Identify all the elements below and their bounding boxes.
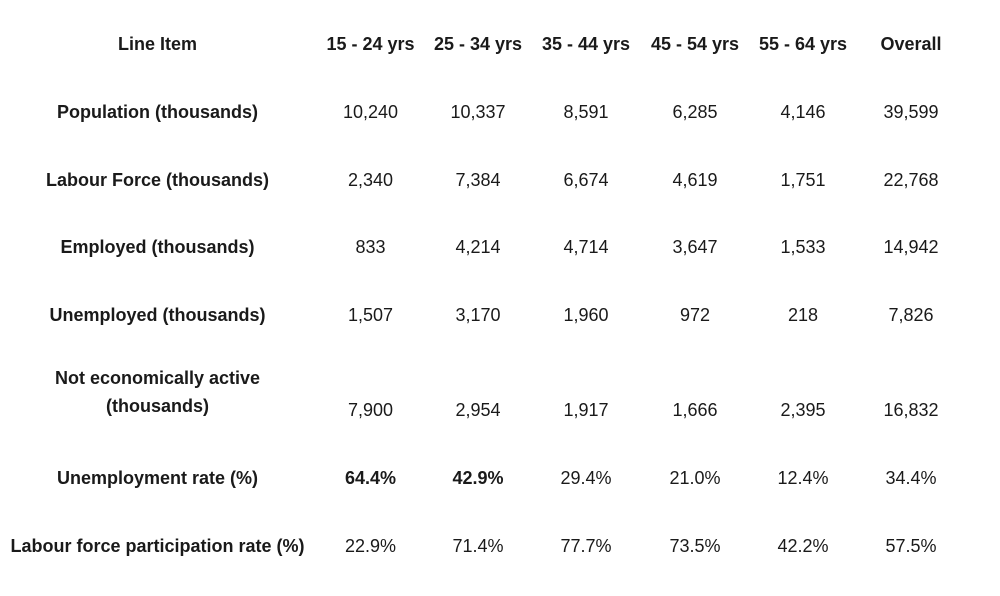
- table-cell: 1,666: [672, 400, 718, 420]
- table-header-row: Line Item 15 - 24 yrs 25 - 34 yrs 35 - 4…: [0, 26, 1000, 62]
- table-cell: 21.0%: [669, 468, 721, 488]
- table-cell: 22.9%: [344, 536, 397, 556]
- row-label: Employed (thousands): [60, 237, 255, 257]
- table-row: Unemployment rate (%) 64.4% 42.9% 29.4% …: [0, 460, 1000, 496]
- table-cell: 1,507: [347, 305, 394, 325]
- table-cell: 833: [355, 237, 386, 257]
- table-cell: 1,917: [563, 400, 609, 420]
- row-label: Unemployed (thousands): [49, 305, 266, 325]
- table-cell: 10,337: [450, 102, 506, 122]
- table-cell: 2,340: [347, 170, 394, 190]
- row-label: Population (thousands): [57, 102, 258, 122]
- table-cell: 2,954: [455, 400, 501, 420]
- column-header-overall: Overall: [880, 34, 942, 54]
- table-cell: 22,768: [883, 170, 939, 190]
- table-cell: 42.9%: [452, 468, 504, 488]
- table-cell: 3,647: [672, 237, 718, 257]
- table-cell: 29.4%: [560, 468, 612, 488]
- table-cell: 7,384: [455, 170, 501, 190]
- row-label: Not economically active (thousands): [0, 364, 315, 428]
- table-cell: 77.7%: [560, 536, 612, 556]
- row-label-line-2: (thousands): [106, 396, 209, 416]
- column-header-15-24: 15 - 24 yrs: [326, 34, 415, 54]
- column-header-25-34: 25 - 34 yrs: [433, 34, 523, 54]
- column-header-35-44: 35 - 44 yrs: [541, 34, 631, 54]
- table-cell: 972: [679, 305, 711, 325]
- column-header-line-item: Line Item: [117, 34, 197, 54]
- row-label: Labour force participation rate (%): [10, 536, 305, 556]
- row-label: Unemployment rate (%): [56, 468, 259, 488]
- table-cell: 12.4%: [777, 468, 829, 488]
- table-cell: 42.2%: [777, 536, 829, 556]
- table-cell: 4,146: [780, 102, 826, 122]
- table-cell: 6,674: [563, 170, 609, 190]
- table-cell: 8,591: [563, 102, 609, 122]
- table-row: Labour force participation rate (%) 22.9…: [0, 528, 1000, 564]
- table-cell: 1,751: [780, 170, 826, 190]
- table-cell: 34.4%: [885, 468, 937, 488]
- table-row: Labour Force (thousands) 2,340 7,384 6,6…: [0, 162, 1000, 198]
- table-cell: 10,240: [342, 102, 399, 122]
- table-cell: 14,942: [883, 237, 939, 257]
- table-cell: 6,285: [672, 102, 718, 122]
- table-cell: 57.5%: [885, 536, 937, 556]
- table-cell: 71.4%: [452, 536, 504, 556]
- table-cell: 7,900: [347, 400, 394, 420]
- table-cell: 4,619: [672, 170, 718, 190]
- table-cell: 1,960: [563, 305, 609, 325]
- table-cell: 3,170: [455, 305, 501, 325]
- table-row: Employed (thousands) 833 4,214 4,714 3,6…: [0, 229, 1000, 265]
- table-cell: 4,714: [563, 237, 609, 257]
- column-header-45-54: 45 - 54 yrs: [650, 34, 740, 54]
- table-row: Not economically active (thousands) 7,90…: [0, 364, 1000, 428]
- table-cell: 39,599: [883, 102, 939, 122]
- table-row: Population (thousands) 10,240 10,337 8,5…: [0, 94, 1000, 130]
- row-label-line-1: Not economically active: [54, 368, 261, 388]
- column-header-55-64: 55 - 64 yrs: [758, 34, 848, 54]
- table-cell: 16,832: [883, 400, 939, 420]
- table-cell: 218: [787, 305, 819, 325]
- table-cell: 73.5%: [669, 536, 721, 556]
- row-label: Labour Force (thousands): [45, 170, 269, 190]
- table-cell: 2,395: [780, 400, 826, 420]
- table-cell: 4,214: [455, 237, 501, 257]
- table-cell: 1,533: [780, 237, 826, 257]
- table-cell: 7,826: [888, 305, 934, 325]
- table-row: Unemployed (thousands) 1,507 3,170 1,960…: [0, 297, 1000, 333]
- table-cell: 64.4%: [344, 468, 397, 488]
